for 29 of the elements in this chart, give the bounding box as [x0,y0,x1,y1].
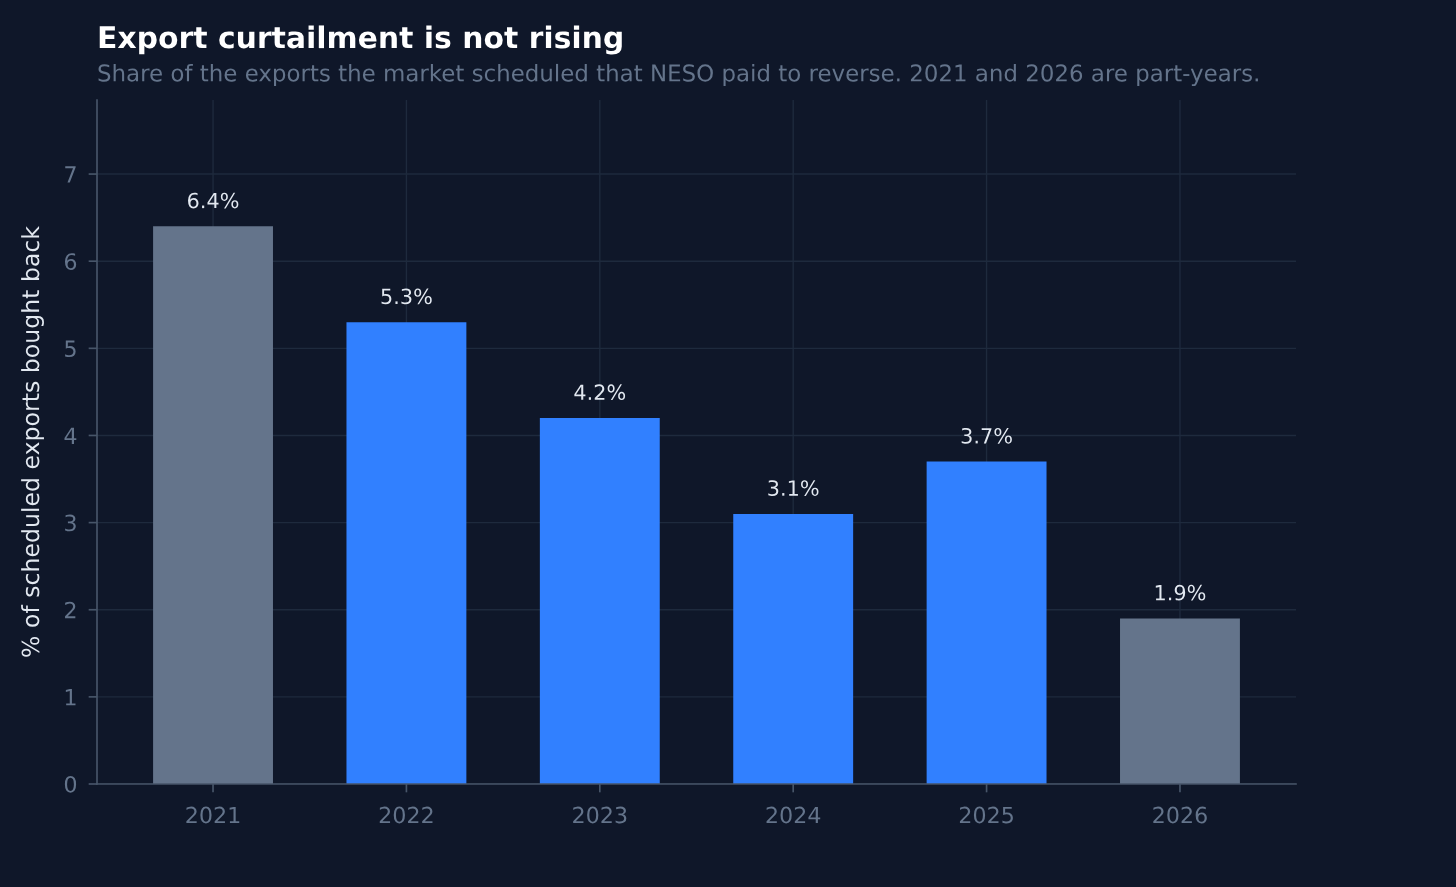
y-tick-label: 3 [65,514,76,532]
x-tick-label: 2026 [1153,806,1207,824]
data-label: 3.7% [961,427,1012,444]
x-tick-label: 2025 [959,806,1013,824]
data-label: 3.1% [768,480,819,496]
y-tick-label: 0 [64,775,77,793]
y-tick-label: 4 [64,427,77,444]
bar [539,418,660,784]
x-tick-label: 2023 [573,806,627,824]
x-tick-label: 2021 [186,806,240,824]
x-tick-label: 2024 [766,806,821,824]
bar [153,226,273,784]
bar [1120,618,1240,784]
x-tick-label: 2022 [379,806,433,824]
y-tick-label: 5 [65,340,76,358]
y-tick-label: 2 [65,601,76,619]
data-label: 5.3% [381,288,432,305]
data-label: 6.4% [188,192,239,209]
bar [733,513,854,784]
y-tick-label: 7 [65,166,76,183]
y-tick-label: 6 [64,253,77,270]
chart-title: Export curtailment is not rising [99,25,622,55]
data-label: 1.9% [1155,584,1206,601]
data-label: 4.2% [574,384,626,401]
chart-subtitle: Share of the exports the market scheduled that NESO paid to reverse. 2021 and 2026 are part-years. [98,63,1258,87]
bar [926,461,1047,784]
y-axis-title: % of scheduled exports bought back [21,226,44,657]
bar [346,322,467,784]
y-tick-label: 1 [65,689,76,706]
